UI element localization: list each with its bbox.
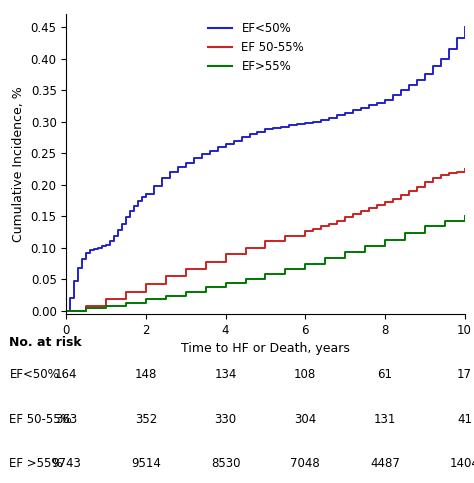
Text: 9743: 9743 — [51, 457, 82, 470]
Text: 352: 352 — [135, 413, 157, 426]
Legend: EF<50%, EF 50-55%, EF>55%: EF<50%, EF 50-55%, EF>55% — [204, 17, 309, 78]
Text: No. at risk: No. at risk — [9, 336, 82, 349]
Text: 304: 304 — [294, 413, 316, 426]
Text: 7048: 7048 — [291, 457, 320, 470]
Text: 363: 363 — [55, 413, 77, 426]
Text: 164: 164 — [55, 368, 78, 381]
Text: 4487: 4487 — [370, 457, 400, 470]
Text: 148: 148 — [135, 368, 157, 381]
Y-axis label: Cumulative Incidence, %: Cumulative Incidence, % — [12, 86, 25, 242]
Text: 8530: 8530 — [211, 457, 240, 470]
Text: EF 50-55%: EF 50-55% — [9, 413, 72, 426]
Text: 108: 108 — [294, 368, 316, 381]
Text: EF<50%: EF<50% — [9, 368, 59, 381]
X-axis label: Time to HF or Death, years: Time to HF or Death, years — [181, 342, 350, 355]
Text: 9514: 9514 — [131, 457, 161, 470]
Text: EF >55%: EF >55% — [9, 457, 63, 470]
Text: 61: 61 — [377, 368, 392, 381]
Text: 134: 134 — [214, 368, 237, 381]
Text: 330: 330 — [215, 413, 237, 426]
Text: 41: 41 — [457, 413, 472, 426]
Text: 131: 131 — [374, 413, 396, 426]
Text: 1404: 1404 — [449, 457, 474, 470]
Text: 17: 17 — [457, 368, 472, 381]
